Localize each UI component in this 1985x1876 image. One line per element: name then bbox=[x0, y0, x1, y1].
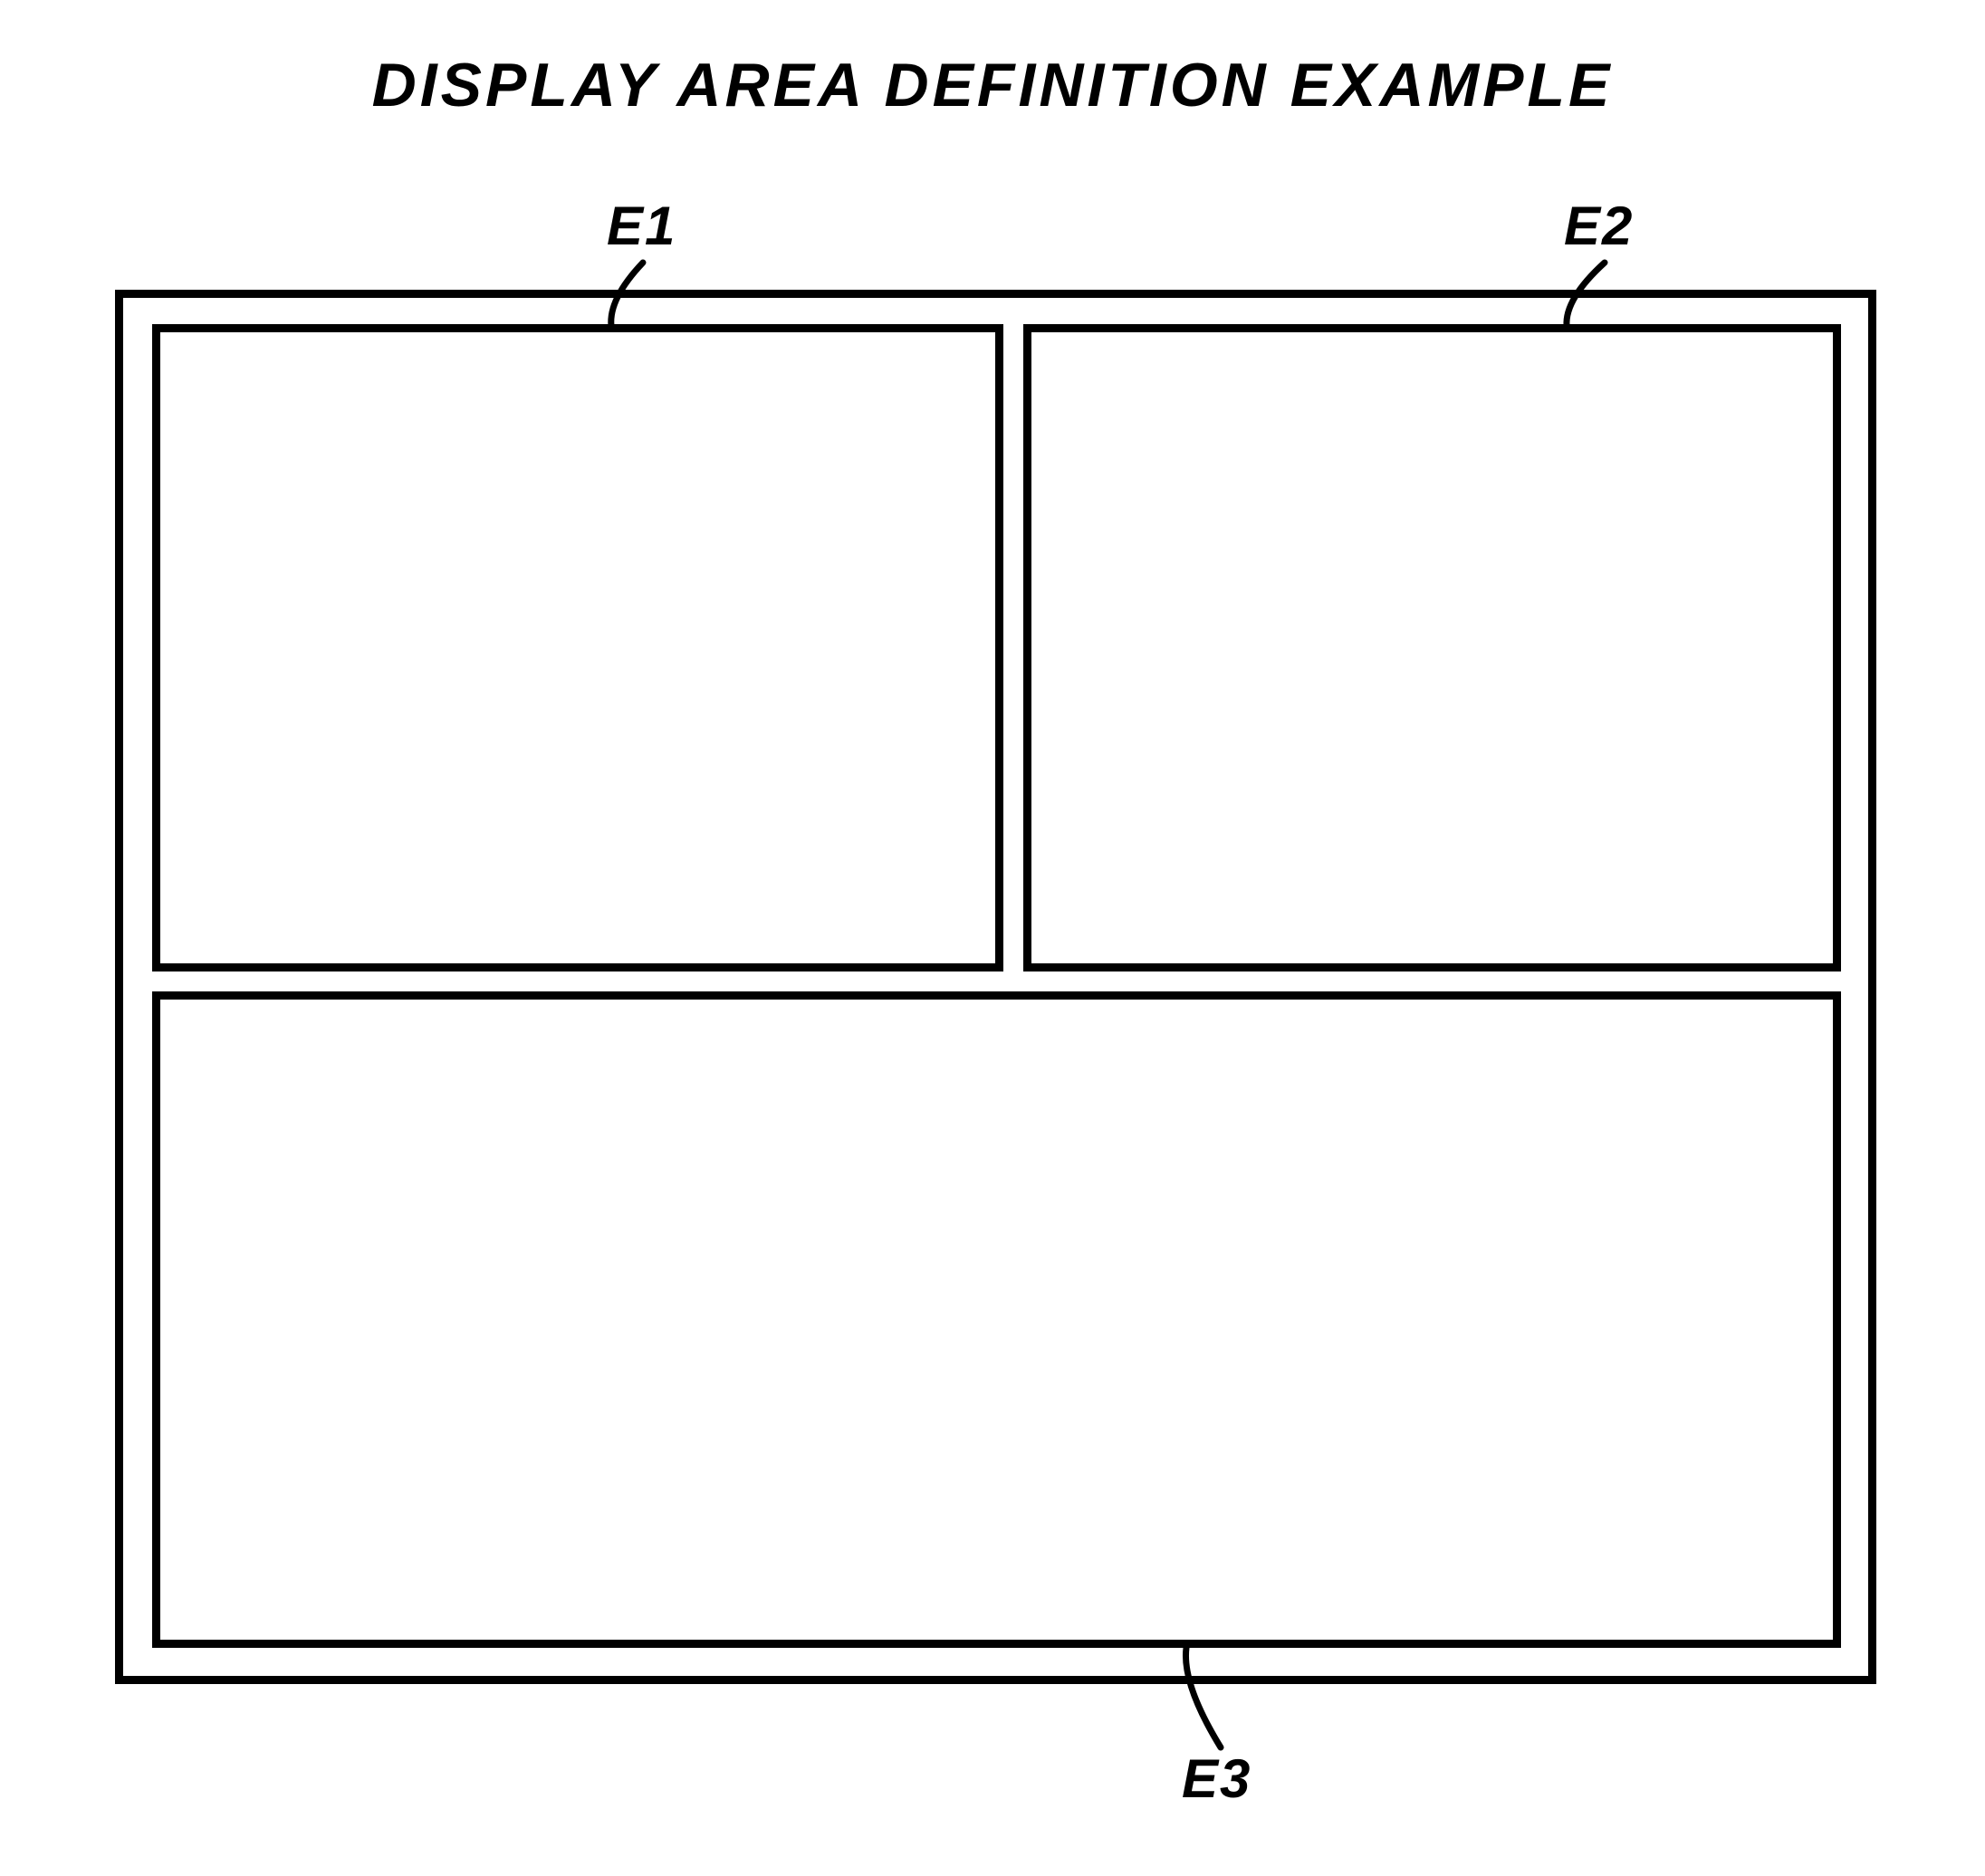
page: DISPLAY AREA DEFINITION EXAMPLE E1 E2 E3 bbox=[0, 0, 1985, 1876]
leader-e3-curve bbox=[0, 0, 1985, 1876]
